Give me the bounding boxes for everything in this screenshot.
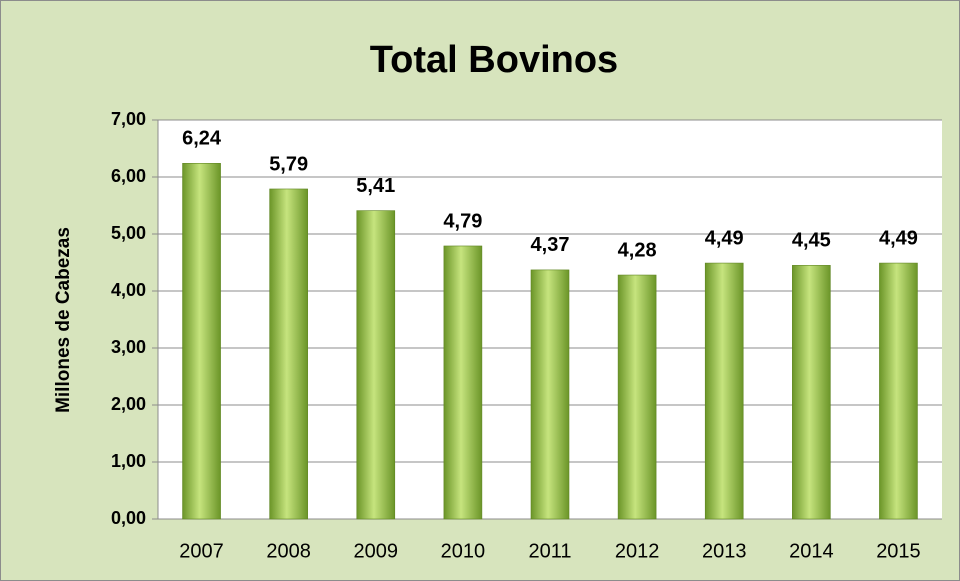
y-tick-label: 1,00 bbox=[111, 451, 146, 471]
value-label: 5,41 bbox=[356, 175, 395, 197]
value-label: 4,79 bbox=[443, 210, 482, 232]
value-label: 4,37 bbox=[531, 234, 570, 256]
value-label: 4,49 bbox=[705, 227, 744, 249]
value-label: 4,28 bbox=[618, 239, 657, 261]
y-tick-label: 0,00 bbox=[111, 508, 146, 528]
x-tick-label: 2014 bbox=[789, 540, 834, 562]
x-tick-label: 2009 bbox=[354, 540, 399, 562]
x-tick-label: 2007 bbox=[179, 540, 224, 562]
x-tick-label: 2011 bbox=[528, 540, 571, 562]
bar bbox=[269, 188, 308, 520]
y-tick-label: 7,00 bbox=[111, 109, 146, 129]
bar bbox=[879, 262, 918, 520]
value-label: 6,24 bbox=[182, 128, 222, 150]
x-tick-label: 2012 bbox=[615, 540, 660, 562]
y-tick-label: 4,00 bbox=[111, 280, 146, 300]
x-tick-label: 2013 bbox=[702, 540, 747, 562]
bar bbox=[704, 262, 744, 520]
chart-title: Total Bovinos bbox=[370, 39, 618, 81]
y-tick-label: 6,00 bbox=[111, 166, 146, 186]
y-axis-label: Millones de Cabezas bbox=[53, 227, 74, 413]
bar bbox=[182, 163, 221, 520]
y-tick-label: 5,00 bbox=[111, 223, 146, 243]
bar bbox=[617, 274, 657, 520]
bar bbox=[443, 245, 483, 520]
bar bbox=[530, 269, 570, 520]
value-label: 4,49 bbox=[879, 227, 918, 249]
value-label: 4,45 bbox=[792, 230, 831, 252]
x-tick-label: 2008 bbox=[266, 540, 311, 562]
bar bbox=[356, 210, 396, 520]
x-tick-label: 2015 bbox=[876, 540, 921, 562]
value-label: 5,79 bbox=[269, 153, 308, 175]
y-tick-label: 2,00 bbox=[111, 394, 146, 414]
bar bbox=[792, 265, 831, 520]
x-tick-label: 2010 bbox=[441, 540, 486, 562]
y-tick-label: 3,00 bbox=[111, 337, 146, 357]
